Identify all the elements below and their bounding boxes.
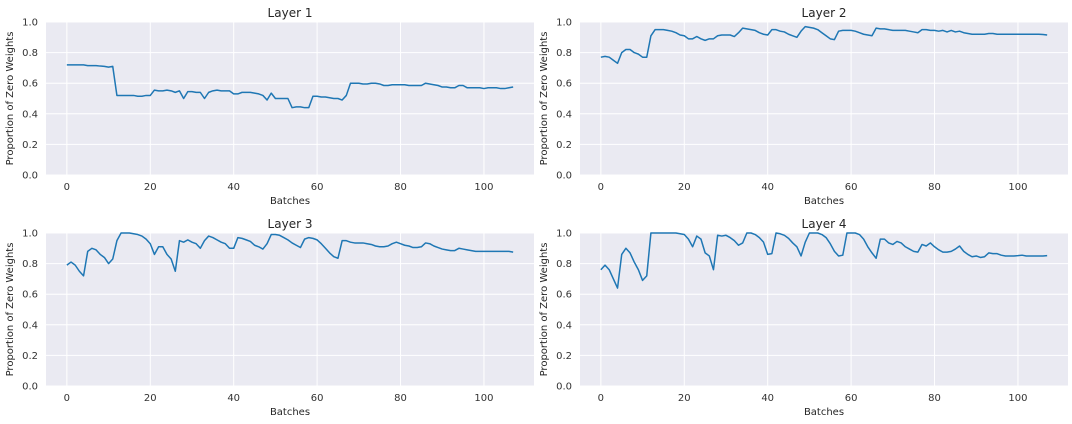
y-tick-label: 0.0 [556, 382, 572, 393]
x-tick-label: 40 [227, 393, 240, 404]
y-tick-label: 0.6 [556, 290, 572, 301]
plot-area [46, 22, 534, 175]
y-tick-label: 0.6 [556, 79, 572, 90]
y-tick-label: 0.0 [22, 171, 38, 182]
y-tick-label: 0.8 [556, 48, 572, 59]
series-line [600, 232, 1048, 289]
x-tick-label: 100 [1008, 393, 1027, 404]
x-axis-label: Batches [270, 407, 310, 418]
series-line [66, 232, 514, 277]
y-axis-label: Proportion of Zero Weights [5, 243, 16, 377]
plot-area [46, 233, 534, 386]
x-tick-label: 40 [761, 393, 774, 404]
y-tick-label: 0.2 [556, 140, 572, 151]
y-tick-label: 0.4 [22, 320, 38, 331]
x-tick-label: 20 [678, 182, 691, 193]
x-tick-label: 0 [64, 393, 70, 404]
y-tick-label: 0.2 [22, 351, 38, 362]
x-axis-label: Batches [804, 196, 844, 207]
chart-panel-2: 0.0 0.2 0.4 0.6 0.8 1.0 0 20 40 60 80 100 Layer 2 Bat… [539, 6, 1068, 207]
y-axis-label: Proportion of Zero Weights [5, 32, 16, 166]
x-tick-label: 40 [227, 182, 240, 193]
x-tick-label: 40 [761, 182, 774, 193]
y-tick-label: 0.8 [22, 48, 38, 59]
y-tick-label: 0.4 [22, 109, 38, 120]
x-axis-label: Batches [270, 196, 310, 207]
y-tick-label: 0.0 [556, 171, 572, 182]
series-line [66, 64, 514, 109]
x-tick-label: 0 [64, 182, 70, 193]
x-tick-label: 100 [1008, 182, 1027, 193]
y-axis-label: Proportion of Zero Weights [539, 243, 550, 377]
x-tick-label: 80 [394, 182, 407, 193]
x-tick-label: 0 [598, 182, 604, 193]
chart-title: Layer 2 [802, 6, 847, 20]
x-tick-label: 60 [845, 182, 858, 193]
y-tick-label: 0.8 [556, 259, 572, 270]
chart-panel-3: 0.0 0.2 0.4 0.6 0.8 1.0 0 20 40 60 80 100 Layer 3 Bat… [5, 217, 534, 418]
plot-area [580, 22, 1068, 175]
x-tick-label: 100 [474, 182, 493, 193]
x-tick-label: 80 [928, 393, 941, 404]
chart-panel-4: 0.0 0.2 0.4 0.6 0.8 1.0 0 20 40 60 80 100 Layer 4 Bat… [539, 217, 1068, 418]
y-tick-label: 0.4 [556, 320, 572, 331]
x-tick-label: 100 [474, 393, 493, 404]
x-tick-label: 80 [928, 182, 941, 193]
x-tick-label: 80 [394, 393, 407, 404]
x-tick-label: 20 [144, 182, 157, 193]
plot-area [580, 233, 1068, 386]
x-axis-label: Batches [804, 407, 844, 418]
chart-title: Layer 1 [268, 6, 313, 20]
y-tick-label: 0.2 [556, 351, 572, 362]
y-tick-label: 1.0 [22, 18, 38, 29]
y-tick-label: 1.0 [556, 18, 572, 29]
y-tick-label: 0.0 [22, 382, 38, 393]
x-tick-label: 20 [678, 393, 691, 404]
x-tick-label: 60 [845, 393, 858, 404]
y-tick-label: 0.6 [22, 290, 38, 301]
x-tick-label: 60 [311, 393, 324, 404]
chart-title: Layer 3 [268, 217, 313, 231]
chart-panel-1: 0.0 0.2 0.4 0.6 0.8 1.0 0 20 40 60 80 100 Layer 1 Bat… [5, 6, 534, 207]
y-tick-label: 0.4 [556, 109, 572, 120]
chart-title: Layer 4 [802, 217, 847, 231]
y-tick-label: 0.8 [22, 259, 38, 270]
series-line [600, 25, 1048, 65]
x-tick-label: 60 [311, 182, 324, 193]
x-tick-label: 20 [144, 393, 157, 404]
y-tick-label: 0.6 [22, 79, 38, 90]
y-axis-label: Proportion of Zero Weights [539, 32, 550, 166]
y-tick-label: 1.0 [556, 229, 572, 240]
y-tick-label: 1.0 [22, 229, 38, 240]
x-tick-label: 0 [598, 393, 604, 404]
y-tick-label: 0.2 [22, 140, 38, 151]
